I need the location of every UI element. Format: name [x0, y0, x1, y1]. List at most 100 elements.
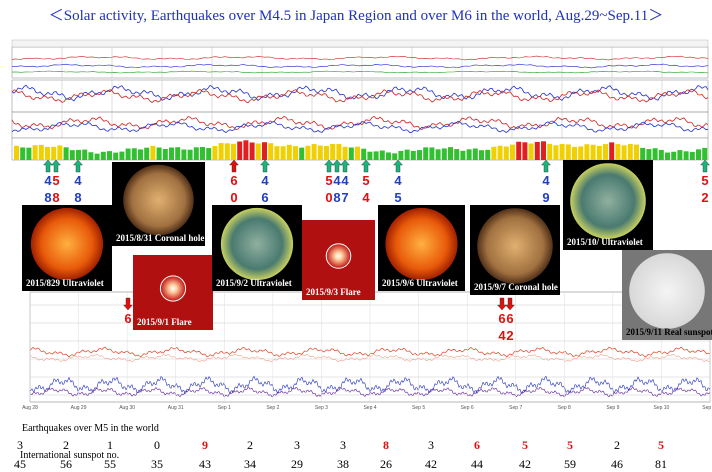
- sun-disc: [629, 253, 705, 329]
- xray-date: Sep 1: [218, 405, 231, 411]
- earthquake-count: 3: [340, 438, 346, 452]
- annotation-digit: 4: [394, 173, 402, 188]
- bar-decor: [156, 147, 162, 160]
- annotation-digit: 6: [124, 311, 131, 326]
- bar-decor: [404, 149, 410, 160]
- sun-disc: [220, 207, 294, 281]
- bar-decor: [640, 147, 646, 160]
- bar-decor: [94, 153, 100, 160]
- annotation-digit: 5: [701, 173, 708, 188]
- bar-decor: [479, 150, 484, 160]
- bar-decor: [491, 146, 497, 160]
- plot-line: [11, 84, 709, 102]
- earthquake-count: 5: [567, 438, 573, 452]
- photo-label: 2015/10/ Ultraviolet: [567, 237, 643, 247]
- xray-date: Aug 28: [22, 405, 38, 411]
- bar-decor: [280, 146, 286, 160]
- bar-decor: [231, 143, 236, 160]
- bar-decor: [125, 148, 131, 160]
- sun-disc: [30, 207, 104, 281]
- bar-decor: [113, 152, 119, 160]
- photo-label: 2015/9/3 Flare: [306, 287, 361, 297]
- bar-decor: [596, 145, 602, 160]
- bar-decor: [193, 147, 199, 160]
- bar-decor: [584, 144, 590, 160]
- table: Earthquakes over M5 in the world Internat…: [14, 423, 667, 471]
- photos: 2015/829 Ultraviolet 2015/8/31 Coronal ho…: [22, 160, 712, 340]
- sunspot-number: 29: [291, 457, 303, 471]
- bar-decor: [138, 149, 143, 160]
- annotation-digit: 4: [261, 173, 269, 188]
- photo-label: 2015/9/2 Ultraviolet: [216, 278, 292, 288]
- xray-date: Sep 3: [315, 405, 328, 411]
- sun-disc: [123, 164, 194, 236]
- annotation-digit: 9: [542, 190, 549, 205]
- xray-date: Aug 31: [168, 405, 184, 411]
- bar-decor: [82, 149, 88, 160]
- arrow: [361, 159, 371, 173]
- bar-decor: [609, 142, 615, 160]
- bar-decor: [522, 142, 528, 160]
- earthquake-count: 2: [63, 438, 69, 452]
- bar-decor: [69, 150, 75, 160]
- sun-disc: [385, 207, 458, 281]
- bar-decor: [398, 150, 404, 160]
- photo-label: 2015/9/1 Flare: [137, 317, 192, 327]
- arrow: [505, 297, 515, 311]
- bar-decor: [317, 145, 323, 160]
- bar-decor: [200, 147, 205, 160]
- xray-date: Sep 2: [266, 405, 279, 411]
- bar-decor: [590, 144, 596, 160]
- sunspot-number: 42: [425, 457, 437, 471]
- bar-decor: [274, 146, 280, 160]
- arrow: [260, 159, 270, 173]
- bar-decor: [578, 146, 584, 160]
- annotation-digit: 4: [74, 173, 82, 188]
- bar-decor: [100, 151, 106, 160]
- arrow: [51, 159, 61, 173]
- bar-decor: [441, 148, 447, 160]
- arrow: [700, 159, 710, 173]
- bar-decor: [646, 149, 652, 160]
- bar-decor: [63, 147, 69, 160]
- bar-decor: [187, 149, 193, 160]
- bar-decor: [330, 143, 336, 160]
- bar-decor: [212, 146, 218, 160]
- bar-decor: [150, 145, 156, 160]
- annotation-digit: 0: [325, 190, 332, 205]
- earthquake-count: 8: [383, 438, 389, 452]
- bar-decor: [361, 148, 367, 160]
- annotation-digit: 8: [74, 190, 81, 205]
- sun-disc: [159, 275, 187, 302]
- annotation-digit: 7: [341, 190, 348, 205]
- bar-decor: [553, 145, 559, 160]
- annotation-digit: 4: [341, 173, 349, 188]
- arrow: [229, 159, 239, 173]
- bar-decor: [175, 147, 181, 160]
- bar-decor: [76, 149, 81, 160]
- bar-decor: [131, 148, 137, 160]
- annotation-digit: 5: [362, 173, 369, 188]
- sun-disc: [477, 208, 553, 284]
- bar-decor: [88, 152, 94, 160]
- bar-decor: [32, 145, 38, 160]
- bar-decor: [541, 141, 546, 160]
- xray-date: Sep 9: [606, 405, 619, 411]
- bar-decor: [615, 144, 621, 160]
- bar-decor: [621, 145, 627, 160]
- bar-decor: [305, 145, 311, 160]
- sunspot-number: 26: [380, 457, 392, 471]
- bar-decor: [485, 149, 491, 160]
- arrow: [43, 159, 53, 173]
- bar-decor: [702, 147, 708, 160]
- sunspot-number: 38: [337, 457, 349, 471]
- bar-decor: [14, 145, 19, 160]
- arrow: [324, 159, 334, 173]
- header-strip: [11, 39, 709, 48]
- annotation-digit: 4: [542, 173, 550, 188]
- bar-decor: [255, 143, 261, 160]
- bar-decor: [293, 146, 298, 160]
- sun-disc: [570, 163, 646, 239]
- xray-date: Sep 10: [653, 405, 669, 411]
